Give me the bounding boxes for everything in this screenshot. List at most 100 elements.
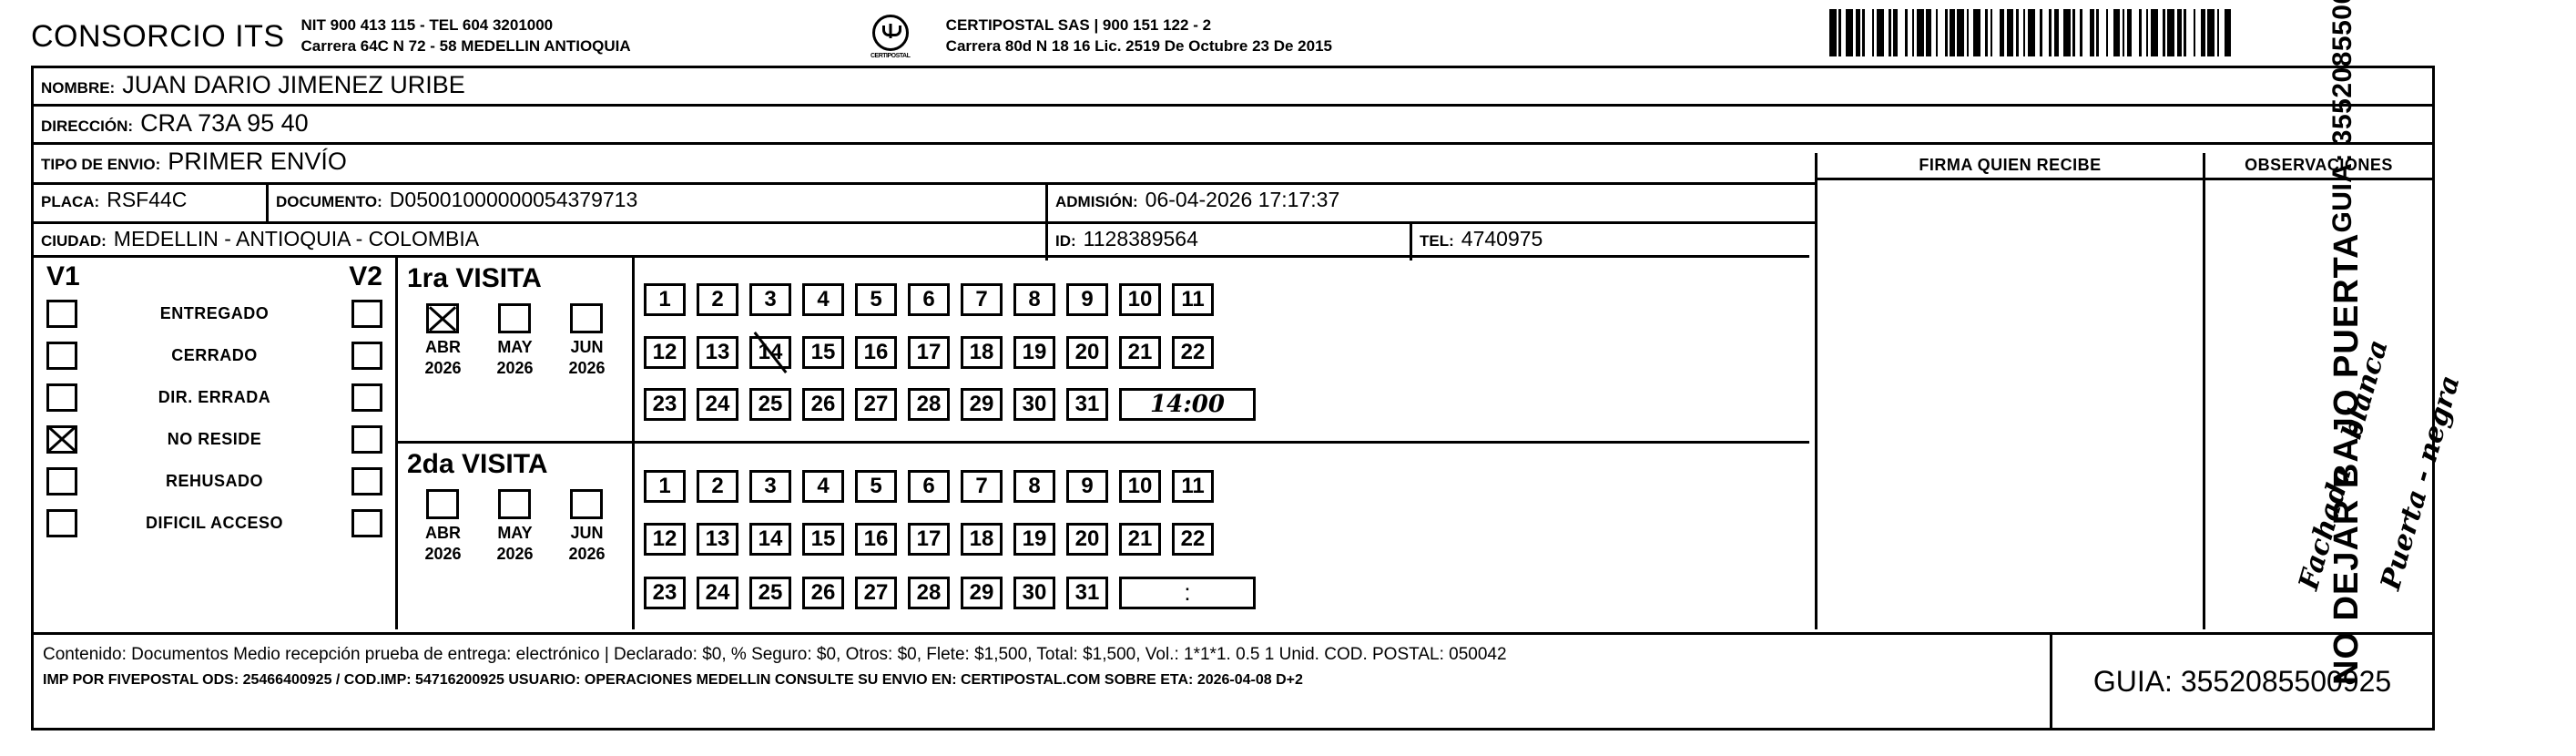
visit-time-input[interactable]: 14:00: [1119, 388, 1256, 422]
day-cell-1[interactable]: 1: [644, 282, 686, 316]
day-cell-25[interactable]: 25: [749, 576, 791, 609]
day-cell-13[interactable]: 13: [697, 523, 738, 556]
day-cell-31[interactable]: 31: [1066, 576, 1108, 609]
checkbox-v1-no-reside[interactable]: [46, 424, 77, 454]
ciudad-value: MEDELLIN - ANTIOQUIA - COLOMBIA: [113, 227, 480, 250]
day-cell-10[interactable]: 10: [1119, 282, 1161, 316]
day-cell-29[interactable]: 29: [961, 388, 1003, 422]
checkbox-v2-cerrado[interactable]: [351, 341, 382, 370]
day-cell-30[interactable]: 30: [1013, 388, 1055, 422]
day-cell-10[interactable]: 10: [1119, 469, 1161, 503]
checkbox-v2-rehusado[interactable]: [351, 466, 382, 495]
checkbox-month-abr[interactable]: [426, 489, 460, 519]
day-cell-15[interactable]: 15: [802, 335, 844, 369]
day-cell-19[interactable]: 19: [1013, 335, 1055, 369]
day-cell-11[interactable]: 11: [1172, 469, 1214, 503]
day-cell-3[interactable]: 3: [749, 469, 791, 503]
day-cell-2[interactable]: 2: [697, 469, 738, 503]
day-cell-6[interactable]: 6: [908, 282, 950, 316]
day-cell-25[interactable]: 25: [749, 388, 791, 422]
day-cell-3[interactable]: 3: [749, 282, 791, 316]
day-cell-28[interactable]: 28: [908, 576, 950, 609]
signature-panel[interactable]: FIRMA QUIEN RECIBE: [1815, 153, 2203, 629]
day-cell-22[interactable]: 22: [1172, 335, 1214, 369]
day-cell-30[interactable]: 30: [1013, 576, 1055, 609]
checkbox-month-may[interactable]: [498, 303, 532, 333]
day-cell-7[interactable]: 7: [961, 469, 1003, 503]
day-cell-7[interactable]: 7: [961, 282, 1003, 316]
checkbox-v1-rehusado[interactable]: [46, 466, 77, 495]
day-cell-18[interactable]: 18: [961, 523, 1003, 556]
day-cell-9[interactable]: 9: [1066, 469, 1108, 503]
day-cell-5[interactable]: 5: [855, 282, 897, 316]
checkbox-v1-dificil-acceso[interactable]: [46, 508, 77, 537]
day-cell-4[interactable]: 4: [802, 282, 844, 316]
day-cell-11[interactable]: 11: [1172, 282, 1214, 316]
status-row: DIR. ERRADA: [43, 376, 386, 418]
checkbox-month-abr[interactable]: [426, 303, 460, 333]
day-cell-4[interactable]: 4: [802, 469, 844, 503]
day-cell-22[interactable]: 22: [1172, 523, 1214, 556]
v1-header: V1: [46, 261, 80, 291]
day-cell-9[interactable]: 9: [1066, 282, 1108, 316]
day-cell-24[interactable]: 24: [697, 388, 738, 422]
day-cell-23[interactable]: 23: [644, 576, 686, 609]
field-direccion: DIRECCIÓN: CRA 73A 95 40: [34, 107, 2432, 145]
day-cell-31[interactable]: 31: [1066, 388, 1108, 422]
day-cell-27[interactable]: 27: [855, 576, 897, 609]
day-cell-5[interactable]: 5: [855, 469, 897, 503]
checkbox-v1-cerrado[interactable]: [46, 341, 77, 370]
month-option-abr[interactable]: ABR 2026: [424, 303, 462, 378]
day-cell-28[interactable]: 28: [908, 388, 950, 422]
month-option-may[interactable]: MAY 2026: [496, 489, 534, 564]
day-cell-8[interactable]: 8: [1013, 469, 1055, 503]
day-cell-14[interactable]: 14: [749, 523, 791, 556]
day-cell-23[interactable]: 23: [644, 388, 686, 422]
checkbox-v2-dificil-acceso[interactable]: [351, 508, 382, 537]
checkbox-v1-dir-errada[interactable]: [46, 383, 77, 412]
day-cell-13[interactable]: 13: [697, 335, 738, 369]
month-option-abr[interactable]: ABR 2026: [424, 489, 462, 564]
footer-meta-line: IMP POR FIVEPOSTAL ODS: 25466400925 / CO…: [43, 671, 1303, 688]
day-cell-6[interactable]: 6: [908, 469, 950, 503]
day-cell-2[interactable]: 2: [697, 282, 738, 316]
day-cell-8[interactable]: 8: [1013, 282, 1055, 316]
month-option-may[interactable]: MAY 2026: [496, 303, 534, 378]
day-cell-1[interactable]: 1: [644, 469, 686, 503]
day-cell-26[interactable]: 26: [802, 576, 844, 609]
day-cell-17[interactable]: 17: [908, 523, 950, 556]
company-contact: NIT 900 413 115 - TEL 604 3201000 Carrer…: [301, 15, 631, 57]
day-cell-21[interactable]: 21: [1119, 523, 1161, 556]
day-cell-15[interactable]: 15: [802, 523, 844, 556]
field-placa: PLACA: RSF44C: [34, 185, 269, 221]
day-cell-24[interactable]: 24: [697, 576, 738, 609]
checkbox-month-jun[interactable]: [570, 489, 604, 519]
checkbox-v2-dir-errada[interactable]: [351, 383, 382, 412]
visit-time-input[interactable]: :: [1119, 576, 1256, 609]
day-cell-19[interactable]: 19: [1013, 523, 1055, 556]
placa-label: PLACA:: [41, 193, 100, 210]
observations-panel[interactable]: OBSERVACIONES Fachada - blanca Puerta - …: [2203, 153, 2467, 629]
day-cell-17[interactable]: 17: [908, 335, 950, 369]
day-cell-18[interactable]: 18: [961, 335, 1003, 369]
checkbox-v2-no-reside[interactable]: [351, 424, 382, 454]
day-cell-20[interactable]: 20: [1066, 523, 1108, 556]
day-cell-12[interactable]: 12: [644, 335, 686, 369]
day-cell-29[interactable]: 29: [961, 576, 1003, 609]
day-cell-27[interactable]: 27: [855, 388, 897, 422]
day-cell-16[interactable]: 16: [855, 523, 897, 556]
checkbox-v2-entregado[interactable]: [351, 299, 382, 328]
day-cell-12[interactable]: 12: [644, 523, 686, 556]
checkbox-month-jun[interactable]: [570, 303, 604, 333]
day-cell-20[interactable]: 20: [1066, 335, 1108, 369]
day-cell-21[interactable]: 21: [1119, 335, 1161, 369]
checkbox-v1-entregado[interactable]: [46, 299, 77, 328]
month-option-jun[interactable]: JUN 2026: [568, 303, 606, 378]
day-cell-14[interactable]: 14: [749, 335, 791, 369]
month-option-jun[interactable]: JUN 2026: [568, 489, 606, 564]
row-placa-documento: PLACA: RSF44C DOCUMENTO: D05001000000054…: [34, 185, 1815, 224]
day-cell-26[interactable]: 26: [802, 388, 844, 422]
day-cell-16[interactable]: 16: [855, 335, 897, 369]
visit-title: 2da VISITA: [407, 449, 548, 479]
checkbox-month-may[interactable]: [498, 489, 532, 519]
